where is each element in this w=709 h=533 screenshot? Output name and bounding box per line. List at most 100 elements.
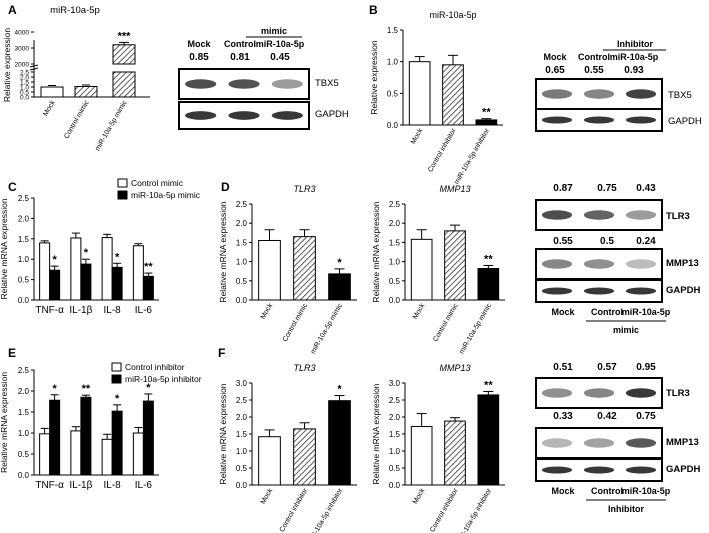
- x-tick-label: IL-1β: [69, 480, 92, 491]
- y-tick-label: 2.5: [389, 200, 401, 209]
- chart-title: MMP13: [439, 363, 470, 373]
- significance-mark: *: [146, 382, 151, 394]
- panel-b-chart: 0.0 0.5 1.0 1.5 Relative expression miR-10a-5…: [369, 10, 503, 186]
- density-value: 0.65: [545, 65, 565, 76]
- blot-tlr3-d: [535, 199, 663, 231]
- y-tick-label: 2.0: [20, 75, 29, 82]
- y-tick-label: 2000: [15, 62, 30, 69]
- y-tick-label: 2.5: [236, 200, 248, 209]
- panel-c-chart: 0.0 0.5 1.0 1.5 2.0 2.5 Relative mRNA expressi…: [0, 178, 201, 316]
- density-value: 0.43: [636, 183, 656, 194]
- lane-label: miR-10a-5p: [622, 486, 671, 496]
- significance-mark: ***: [118, 30, 132, 42]
- blot-mmp13-f: [535, 427, 663, 459]
- band: [583, 466, 615, 474]
- bar: [40, 86, 64, 98]
- y-tick-label: 2.0: [18, 214, 30, 223]
- y-tick-label: 1.5: [236, 238, 248, 247]
- band-label: GAPDH: [666, 285, 700, 296]
- band: [625, 116, 657, 124]
- y-tick-label: 1.5: [20, 80, 29, 87]
- bar: [39, 433, 51, 476]
- y-tick-label: 0.5: [18, 450, 30, 459]
- y-tick-label: 1.5: [389, 238, 401, 247]
- panel-d-tlr3-chart: 0.0 0.5 1.0 1.5 2.0 2.5 Relative mRNA expressi…: [218, 184, 357, 355]
- bar: [410, 238, 433, 301]
- axis-break: [29, 67, 39, 71]
- blot-gapdh-b: [535, 108, 663, 132]
- band-label: MMP13: [666, 258, 699, 269]
- x-tick-label: Control inhibitor: [427, 127, 458, 174]
- bar: [444, 420, 466, 486]
- panel-f-mmp13-chart: 0.0 0.5 1.0 1.5 2.0 2.5 3.0 Relative mRNA expre…: [371, 363, 505, 533]
- band: [541, 438, 573, 448]
- panel-letter-f: F: [218, 346, 225, 360]
- blot-tbx5-a: [178, 68, 310, 100]
- x-tick-label: Mock: [410, 127, 425, 145]
- density-value: 0.57: [597, 362, 617, 373]
- band: [583, 89, 615, 99]
- band: [228, 79, 260, 89]
- y-tick-label: 2.5: [236, 396, 248, 405]
- band: [541, 466, 573, 474]
- y-tick-label: 2.0: [389, 219, 401, 228]
- y-tick-label: 1.0: [389, 447, 401, 456]
- y-tick-label: 1.5: [387, 26, 399, 35]
- significance-mark: **: [144, 261, 153, 273]
- bar: [70, 237, 82, 301]
- blot-gapdh-a: [178, 101, 310, 130]
- bar: [258, 436, 281, 486]
- bar: [142, 400, 154, 476]
- density-value: 0.24: [636, 236, 656, 247]
- band: [583, 287, 615, 295]
- axis-break: [29, 64, 39, 68]
- band: [541, 210, 573, 220]
- significance-mark: **: [484, 253, 493, 265]
- y-tick-label: 0.0: [389, 481, 401, 490]
- significance-mark: *: [115, 251, 120, 263]
- significance-mark: *: [52, 254, 57, 266]
- legend-swatch: [117, 190, 128, 200]
- bar: [39, 242, 51, 301]
- lane-label: miR-10a-5p: [610, 52, 659, 62]
- y-tick-label: 2.0: [18, 387, 30, 396]
- band: [185, 111, 217, 120]
- panel-f-blot-labels: 0.51 0.57 0.95 0.33 0.42 0.75 TLR3 MMP13 GAPDH Mo…: [551, 362, 700, 514]
- panel-b-blot-labels: Inhibitor Mock Control miR-10a-5p 0.65 0.55 0.…: [543, 39, 701, 127]
- significance-mark: **: [482, 107, 491, 119]
- band: [541, 388, 573, 398]
- band: [583, 210, 615, 220]
- y-axis-label: Relative expression: [369, 40, 379, 114]
- lane-label: miR-10a-5p: [256, 39, 305, 49]
- bar: [111, 266, 123, 301]
- panel-letter-d: D: [221, 180, 230, 194]
- density-value: 0.93: [624, 65, 644, 76]
- lane-label: Mock: [551, 307, 575, 317]
- bar: [328, 400, 351, 486]
- y-axis-label: Relative mRNA expression: [218, 201, 228, 302]
- band: [541, 287, 573, 295]
- significance-mark: *: [337, 384, 342, 396]
- bar: [80, 396, 92, 476]
- y-tick-label: 1.0: [236, 258, 248, 267]
- lane-label: Control: [591, 486, 623, 496]
- density-value: 0.75: [636, 411, 656, 422]
- legend-label: miR-10a-5p inhibitor: [125, 374, 202, 384]
- bar: [111, 410, 123, 476]
- bar: [442, 64, 464, 126]
- band: [625, 287, 657, 295]
- lane-label: Mock: [187, 39, 211, 49]
- density-value: 0.51: [553, 362, 573, 373]
- legend-label: Control mimic: [131, 178, 184, 188]
- bar: [49, 269, 61, 301]
- blot-gapdh-f: [535, 458, 663, 482]
- y-axis-label: Relative mRNA expression: [0, 198, 9, 299]
- legend-swatch: [111, 362, 122, 372]
- blot-group-label: Inhibitor: [617, 39, 653, 49]
- y-tick-label: 1.0: [387, 58, 399, 67]
- bar: [258, 239, 281, 301]
- panel-letter-b: B: [369, 3, 378, 17]
- lane-label: Control: [224, 39, 256, 49]
- y-tick-label: 0.0: [20, 95, 29, 102]
